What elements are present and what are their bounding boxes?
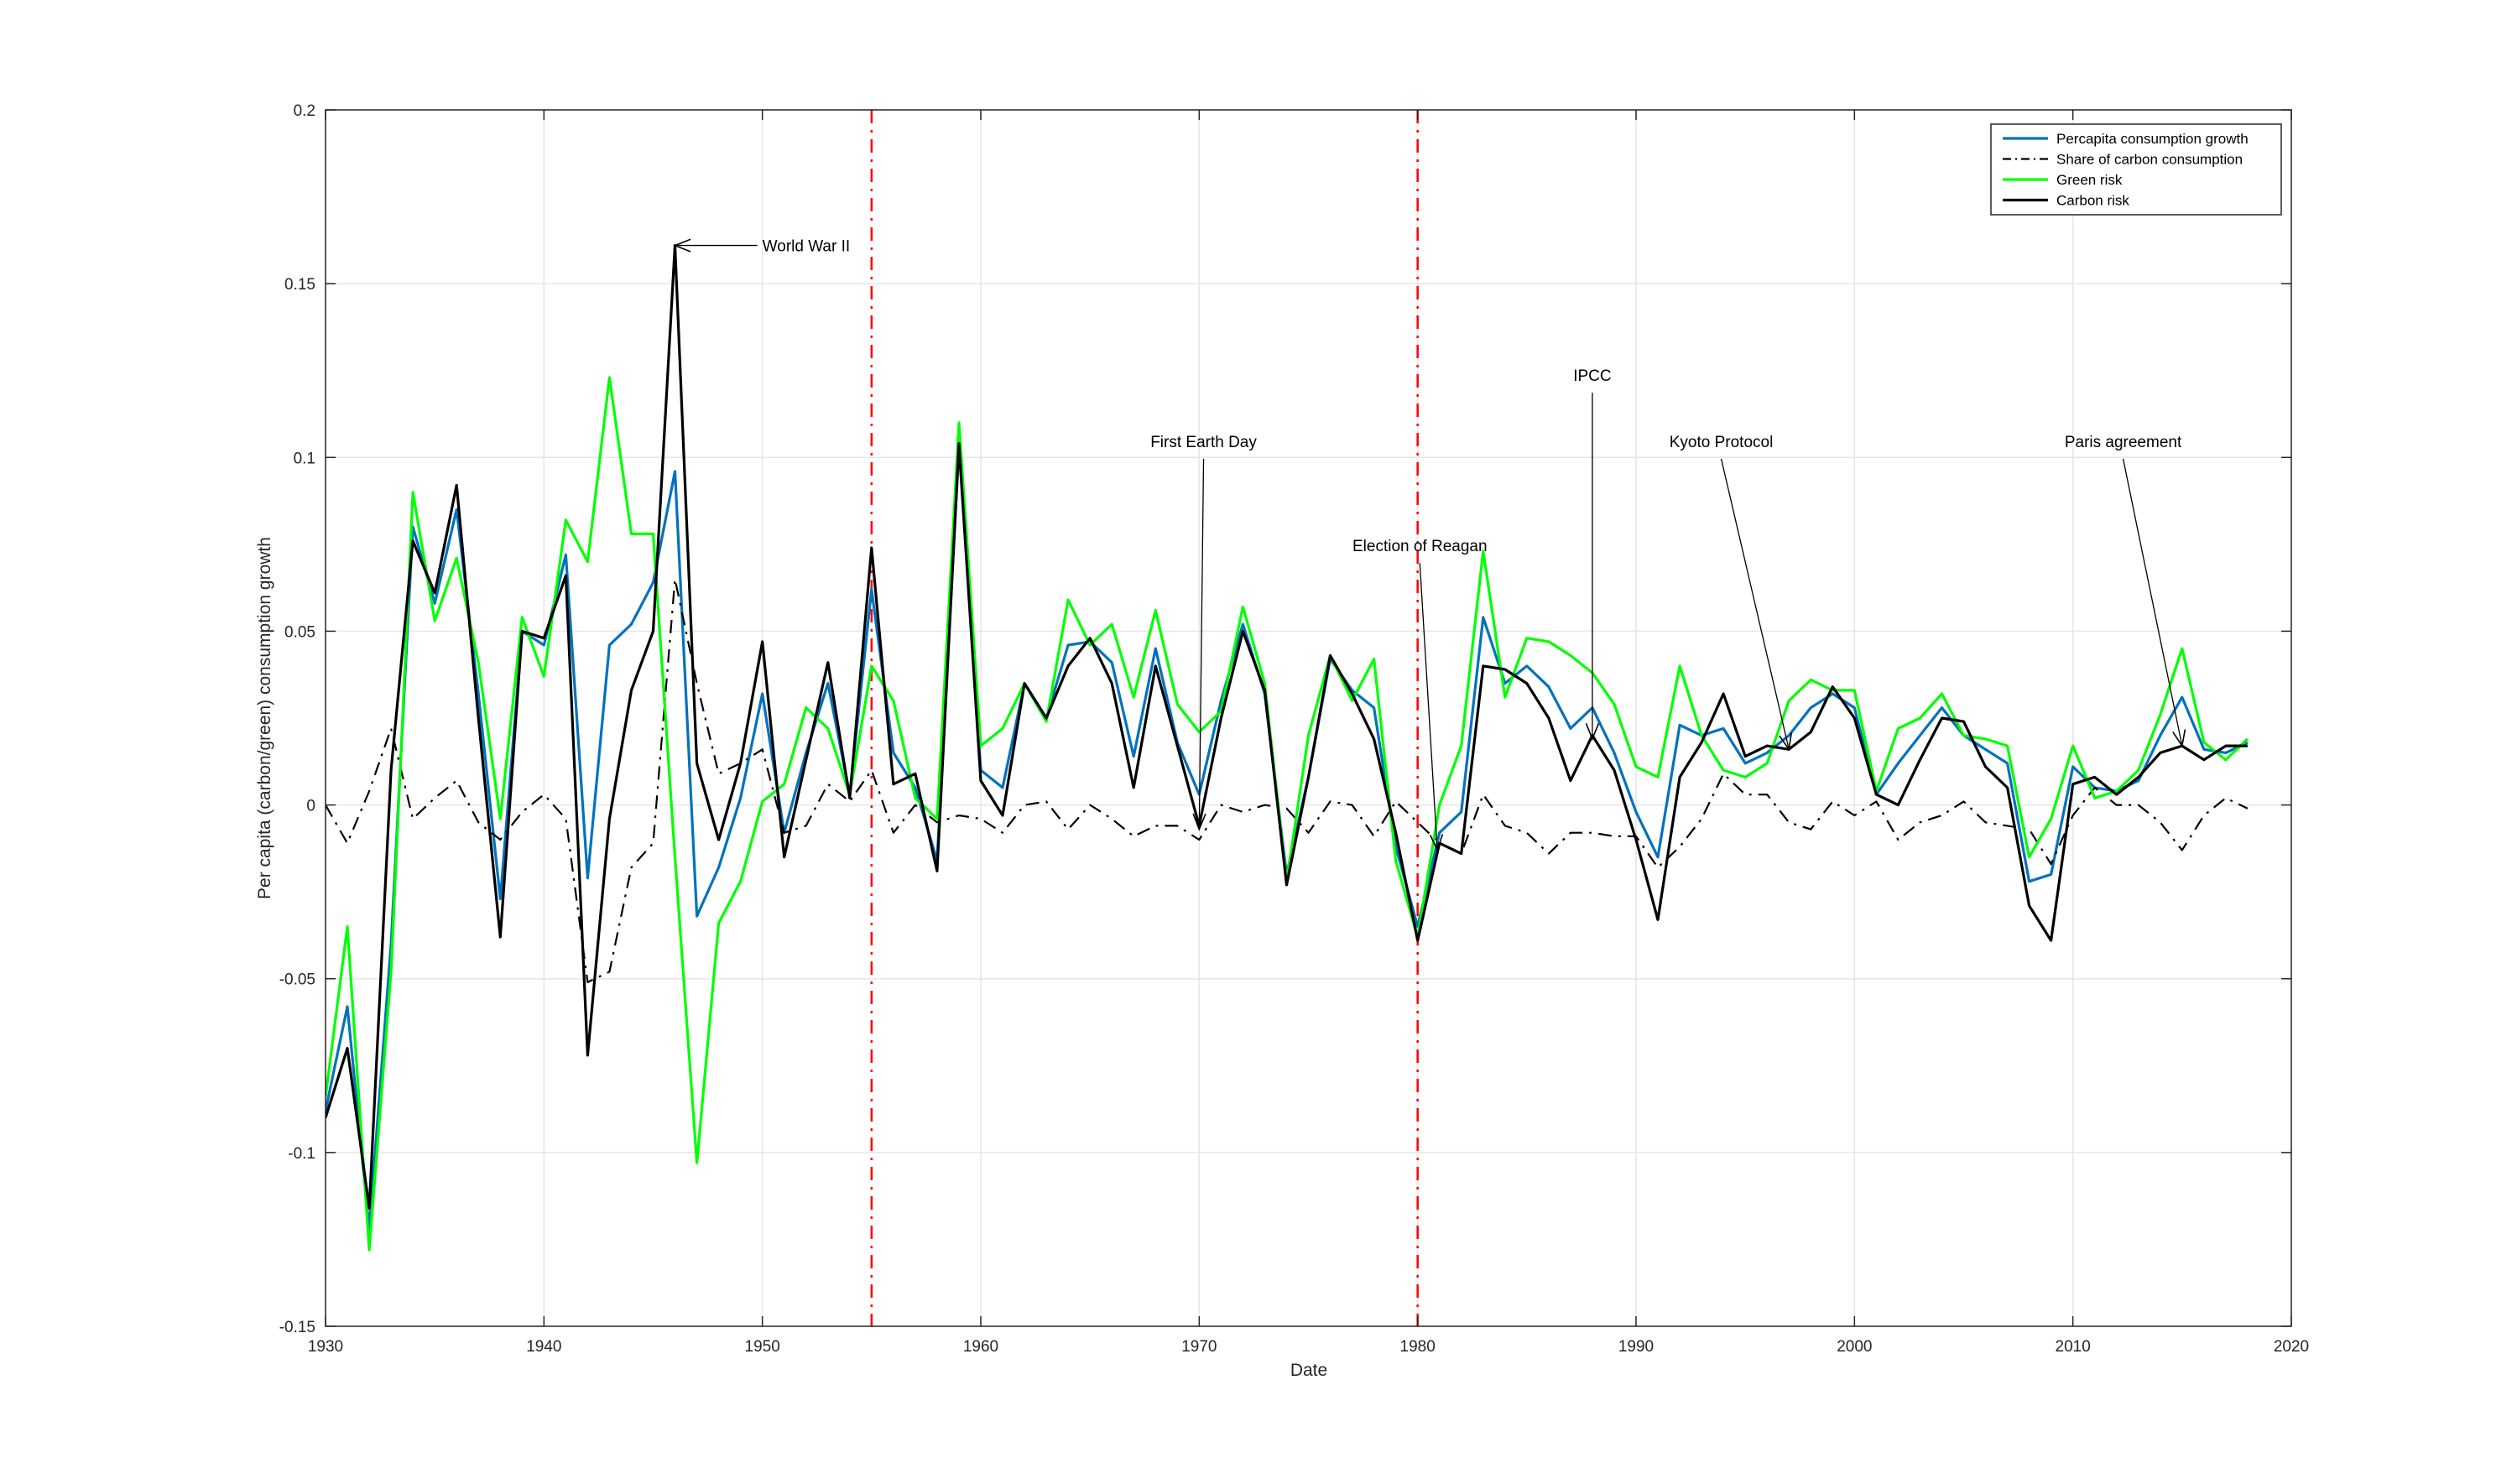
annotation-arrow-line xyxy=(1720,458,1790,750)
y-tick-label: 0.05 xyxy=(284,623,315,641)
y-tick-label: 0 xyxy=(306,798,315,815)
x-tick-label: 1990 xyxy=(1618,1338,1654,1356)
y-axis-label: Per capita (carbon/green) consumption gr… xyxy=(255,537,274,899)
y-tick-label: 0.15 xyxy=(284,276,315,294)
y-tick-label: 0.2 xyxy=(294,102,315,120)
x-tick-label: 1930 xyxy=(308,1338,343,1356)
y-tick-label: -0.1 xyxy=(288,1145,315,1163)
x-tick-label: 2000 xyxy=(1837,1338,1872,1356)
annotation-arrowhead xyxy=(673,238,691,253)
annotation-label: First Earth Day xyxy=(1150,434,1257,451)
series-line-2 xyxy=(326,578,2249,984)
x-tick-label: 1940 xyxy=(526,1338,561,1356)
annotation-arrowhead xyxy=(1779,732,1792,752)
x-tick-label: 2020 xyxy=(2274,1338,2309,1356)
annotation-label: Election of Reagan xyxy=(1352,538,1488,555)
x-tick-label: 2010 xyxy=(2056,1338,2091,1356)
x-tick-label: 1970 xyxy=(1181,1338,1217,1356)
legend-label: Green risk xyxy=(2056,172,2123,188)
annotation-arrow-line xyxy=(1419,563,1438,851)
annotation-arrow-line xyxy=(1198,458,1205,830)
annotation-label: World War II xyxy=(763,238,851,256)
legend: Percapita consumption growth Share of car… xyxy=(1990,123,2282,216)
y-tick-label: 0.1 xyxy=(294,450,315,467)
plot-area xyxy=(326,110,2291,1326)
x-tick-label: 1980 xyxy=(1400,1338,1436,1356)
annotation-label: Paris agreement xyxy=(2065,434,2182,451)
annotation-arrowhead xyxy=(1429,834,1444,852)
annotation-arrowhead xyxy=(1585,723,1600,742)
x-axis-label: Date xyxy=(1290,1361,1327,1380)
annotation-arrow-line xyxy=(2122,458,2183,747)
y-tick-label: -0.05 xyxy=(279,971,315,989)
x-tick-label: 1960 xyxy=(963,1338,998,1356)
annotations: World War II First Earth Day Election of R… xyxy=(673,238,2186,852)
axis-ticks: 1930 1940 1950 1960 1970 1980 1990 2000 2010 2020… xyxy=(279,102,2309,1356)
series-lines xyxy=(326,244,2249,1252)
y-tick-label: -0.15 xyxy=(279,1319,315,1336)
event-lines xyxy=(870,110,1419,1326)
legend-label: Share of carbon consumption xyxy=(2056,152,2243,168)
legend-label: Carbon risk xyxy=(2056,193,2129,209)
x-tick-label: 1950 xyxy=(745,1338,780,1356)
annotation-arrowhead xyxy=(1192,813,1206,831)
annotation-arrowhead xyxy=(2172,729,2186,748)
legend-label: Percapita consumption growth xyxy=(2056,131,2249,147)
series-line-4 xyxy=(326,244,2248,1210)
plot-frame xyxy=(325,109,2292,1327)
annotation-label: IPCC xyxy=(1573,367,1611,385)
annotation-label: Kyoto Protocol xyxy=(1670,434,1774,451)
